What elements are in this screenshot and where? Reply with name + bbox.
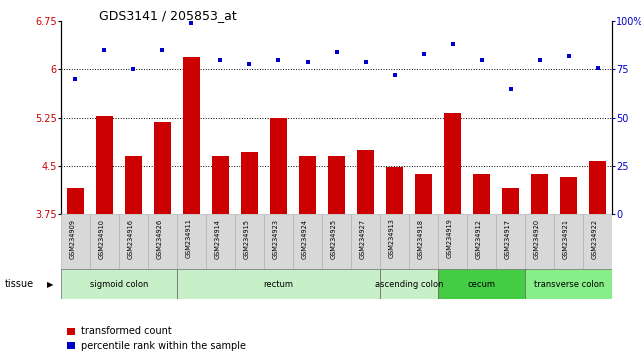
Text: GSM234927: GSM234927: [360, 218, 365, 259]
Bar: [357, 150, 374, 214]
Text: rectum: rectum: [263, 280, 294, 289]
Bar: [386, 167, 403, 214]
Text: GSM234913: GSM234913: [388, 218, 395, 258]
Bar: [467, 214, 496, 269]
Bar: [183, 57, 200, 214]
Bar: [380, 269, 438, 299]
Bar: [496, 214, 525, 269]
Bar: [61, 214, 90, 269]
Point: [447, 41, 458, 47]
Text: GSM234915: GSM234915: [244, 218, 249, 258]
Text: GSM234918: GSM234918: [417, 218, 424, 258]
Text: GSM234909: GSM234909: [69, 218, 76, 258]
Bar: [235, 214, 264, 269]
Text: GSM234921: GSM234921: [563, 218, 569, 258]
Point: [71, 76, 81, 82]
Bar: [589, 161, 606, 214]
Text: GSM234923: GSM234923: [272, 218, 278, 258]
Text: GSM234920: GSM234920: [533, 218, 540, 259]
Text: ascending colon: ascending colon: [375, 280, 444, 289]
Bar: [322, 214, 351, 269]
Text: transformed count: transformed count: [81, 326, 171, 336]
Bar: [525, 214, 554, 269]
Bar: [61, 269, 177, 299]
Bar: [148, 214, 177, 269]
Text: GSM234911: GSM234911: [185, 218, 192, 258]
Point: [506, 86, 516, 92]
Bar: [380, 214, 409, 269]
Point: [563, 53, 574, 59]
Bar: [351, 214, 380, 269]
Point: [303, 59, 313, 64]
Bar: [154, 122, 171, 214]
Bar: [409, 214, 438, 269]
Bar: [96, 116, 113, 214]
Text: GSM234917: GSM234917: [504, 218, 511, 258]
Bar: [270, 118, 287, 214]
Point: [331, 49, 342, 55]
Bar: [438, 214, 467, 269]
Text: sigmoid colon: sigmoid colon: [90, 280, 148, 289]
Text: GSM234925: GSM234925: [331, 218, 337, 259]
Point: [419, 51, 429, 57]
Point: [476, 57, 487, 63]
Bar: [67, 188, 84, 214]
Text: tissue: tissue: [5, 279, 34, 289]
Point: [157, 47, 167, 53]
Point: [215, 57, 226, 63]
Bar: [177, 214, 206, 269]
Bar: [212, 156, 229, 214]
Bar: [90, 214, 119, 269]
Text: GSM234910: GSM234910: [99, 218, 104, 258]
Bar: [444, 113, 462, 214]
Bar: [125, 156, 142, 214]
Text: GSM234919: GSM234919: [447, 218, 453, 258]
Text: GSM234924: GSM234924: [301, 218, 308, 259]
Bar: [328, 156, 345, 214]
Text: GDS3141 / 205853_at: GDS3141 / 205853_at: [99, 9, 237, 22]
Bar: [415, 174, 432, 214]
Text: GSM234916: GSM234916: [128, 218, 133, 258]
Bar: [525, 269, 612, 299]
Bar: [119, 214, 148, 269]
Bar: [473, 174, 490, 214]
Bar: [438, 269, 525, 299]
Bar: [177, 269, 380, 299]
Bar: [293, 214, 322, 269]
Bar: [299, 156, 316, 214]
Text: GSM234914: GSM234914: [215, 218, 221, 258]
Point: [244, 61, 254, 67]
Point: [187, 20, 197, 26]
Text: GSM234912: GSM234912: [476, 218, 481, 258]
Bar: [583, 214, 612, 269]
Bar: [531, 174, 548, 214]
Text: percentile rank within the sample: percentile rank within the sample: [81, 341, 246, 350]
Bar: [206, 214, 235, 269]
Bar: [502, 188, 519, 214]
Point: [360, 59, 370, 64]
Point: [273, 57, 283, 63]
Point: [128, 67, 138, 72]
Text: transverse colon: transverse colon: [533, 280, 604, 289]
Point: [535, 57, 545, 63]
Point: [592, 65, 603, 70]
Text: cecum: cecum: [467, 280, 495, 289]
Bar: [554, 214, 583, 269]
Text: GSM234922: GSM234922: [592, 218, 597, 259]
Bar: [560, 177, 578, 214]
Bar: [241, 152, 258, 214]
Point: [390, 73, 400, 78]
Text: GSM234926: GSM234926: [156, 218, 162, 259]
Point: [99, 47, 110, 53]
Text: ▶: ▶: [47, 280, 53, 289]
Bar: [264, 214, 293, 269]
